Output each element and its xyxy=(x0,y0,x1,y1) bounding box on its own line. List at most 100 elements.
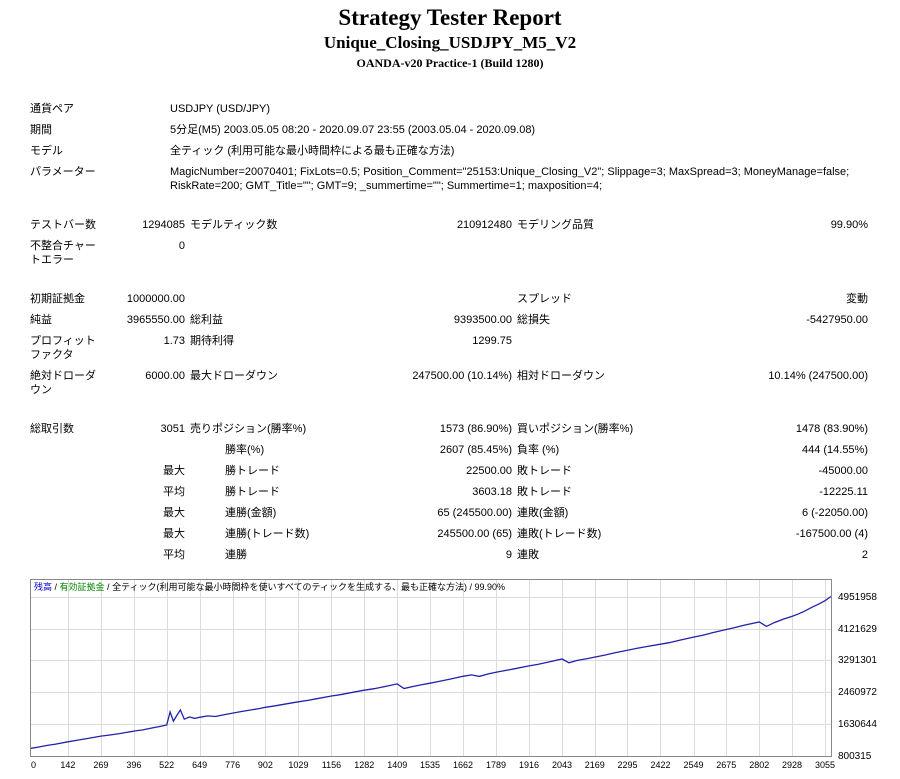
report-section: 総取引数 3051 売りポジション(勝率%) 1573 (86.90%) 買いポジション… xyxy=(30,418,868,565)
report-section: テストバー数 1294085 モデルティック数 210912480 モデリング品質 99.… xyxy=(30,214,868,270)
report-value xyxy=(372,288,512,309)
report-value: 最大 xyxy=(163,507,185,519)
report-value: 平均 xyxy=(163,486,185,498)
report-value: 最大 xyxy=(163,528,185,540)
report-value: 1478 (83.90%) xyxy=(795,423,868,435)
report-value: 10.14% (247500.00) xyxy=(768,370,868,382)
report-label: 勝トレード xyxy=(225,465,280,477)
report-row: プロフィットファクタ 1.73 期待利得 1299.75 xyxy=(30,330,868,365)
report-value xyxy=(372,235,512,270)
report-value: 1294085 xyxy=(142,219,185,231)
report-label: 総取引数 xyxy=(30,423,74,435)
report-section: 初期証拠金 1000000.00 スプレッド 変動 純益 3965550.00 総利益 939… xyxy=(30,288,868,400)
report-value: 444 (14.55%) xyxy=(801,444,868,456)
y-tick-label: 4121629 xyxy=(838,623,877,635)
report-label: 総損失 xyxy=(517,314,550,326)
x-tick-label: 1409 xyxy=(387,760,408,770)
legend-item: 全ティック(利用可能な最小時間枠を使いすべてのティックを生成する、最も正確な方法… xyxy=(112,582,467,592)
x-tick-label: 396 xyxy=(126,760,142,770)
x-tick-label: 902 xyxy=(257,760,273,770)
report-label: 通貨ペア xyxy=(30,103,74,115)
report-table: 通貨ペア USDJPY (USD/JPY) 期間 5分足(M5) 2003.05.05… xyxy=(30,98,868,565)
report-label xyxy=(30,460,106,481)
report-row: 最大 勝トレード 22500.00 敗トレード -45000.00 xyxy=(30,460,868,481)
legend-item: 99.90% xyxy=(474,582,506,592)
report-label: 期待利得 xyxy=(190,335,234,347)
report-label: プロフィットファクタ xyxy=(30,335,96,361)
report-cell xyxy=(185,523,225,544)
legend-separator: / xyxy=(104,582,113,592)
report-value: 2 xyxy=(861,549,868,561)
report-row: 純益 3965550.00 総利益 9393500.00 総損失 -5427950.00 xyxy=(30,309,868,330)
report-label xyxy=(30,523,106,544)
report-value: 0 xyxy=(178,240,185,252)
report-label: 不整合チャートエラー xyxy=(30,240,96,266)
report-label: 期間 xyxy=(30,124,52,136)
x-tick-label: 1029 xyxy=(288,760,309,770)
report-section: 通貨ペア USDJPY (USD/JPY) 期間 5分足(M5) 2003.05.05… xyxy=(30,98,868,196)
report-row: 絶対ドローダウン 6000.00 最大ドローダウン 247500.00 (10.14%… xyxy=(30,365,868,400)
report-value: 2607 (85.45%) xyxy=(439,444,512,456)
report-value: -12225.11 xyxy=(819,486,868,498)
x-tick-label: 1789 xyxy=(485,760,506,770)
report-row: 通貨ペア USDJPY (USD/JPY) xyxy=(30,98,868,119)
x-tick-label: 1535 xyxy=(419,760,440,770)
report-value: 3603.18 xyxy=(472,486,512,498)
report-value: 6000.00 xyxy=(145,370,185,382)
x-tick-label: 1282 xyxy=(354,760,375,770)
legend-item: 残高 xyxy=(34,582,53,592)
report-label: 連敗(トレード数) xyxy=(517,528,602,540)
report-value: 247500.00 (10.14%) xyxy=(412,370,512,382)
equity-curve xyxy=(31,595,831,749)
report-row: 最大 連勝(トレード数) 245500.00 (65) 連敗(トレード数) -16750… xyxy=(30,523,868,544)
report-header: Strategy Tester Report Unique_Closing_US… xyxy=(0,0,900,71)
x-tick-label: 1662 xyxy=(452,760,473,770)
y-tick-label: 800315 xyxy=(838,751,872,762)
report-value xyxy=(660,235,868,270)
report-label: 連勝 xyxy=(225,549,247,561)
x-tick-label: 2675 xyxy=(716,760,737,770)
report-label: 連敗 xyxy=(517,549,539,561)
report-value: 65 (245500.00) xyxy=(437,507,512,519)
x-tick-label: 2043 xyxy=(551,760,572,770)
report-value: 1000000.00 xyxy=(126,293,185,305)
legend-item: 有効証拠金 xyxy=(59,582,105,592)
x-tick-label: 649 xyxy=(192,760,208,770)
report-label: モデリング品質 xyxy=(517,219,594,231)
report-row: 最大 連勝(金額) 65 (245500.00) 連敗(金額) 6 (-22050.00… xyxy=(30,502,868,523)
report-cell xyxy=(185,439,225,460)
y-tick-label: 1630644 xyxy=(838,719,877,731)
report-label: 勝率(%) xyxy=(225,444,265,456)
report-cell: MagicNumber=20070401; FixLots=0.5; Posit… xyxy=(170,166,850,192)
chart-legend: 残高 / 有効証拠金 / 全ティック(利用可能な最小時間枠を使いすべてのティック… xyxy=(34,581,505,593)
report-value: 平均 xyxy=(163,549,185,561)
report-label: 売りポジション(勝率%) xyxy=(190,423,307,435)
report-row: 平均 勝トレード 3603.18 敗トレード -12225.11 xyxy=(30,481,868,502)
report-value: 245500.00 (65) xyxy=(437,528,512,540)
legend-separator: / xyxy=(467,582,475,592)
report-value: 変動 xyxy=(846,293,868,305)
x-tick-label: 3055 xyxy=(815,760,836,770)
chart-frame: 残高 / 有効証拠金 / 全ティック(利用可能な最小時間枠を使いすべてのティック… xyxy=(30,579,898,762)
report-label: テストバー数 xyxy=(30,219,96,231)
report-label xyxy=(185,288,372,309)
legend-separator: / xyxy=(52,582,60,592)
report-cell: 全ティック (利用可能な最小時間枠による最も正確な方法) xyxy=(170,145,455,157)
x-tick-label: 2549 xyxy=(683,760,704,770)
report-value: 210912480 xyxy=(456,219,512,231)
y-axis-labels: 4951958 4121629 3291301 2460972 1630644 80031… xyxy=(838,579,898,762)
report-value xyxy=(106,439,185,460)
report-label: 敗トレード xyxy=(517,465,572,477)
report-label xyxy=(512,330,660,365)
report-row: 期間 5分足(M5) 2003.05.05 08:20 - 2020.09.07 … xyxy=(30,119,868,140)
report-label: 相対ドローダウン xyxy=(517,370,605,382)
x-tick-label: 1916 xyxy=(518,760,539,770)
x-tick-label: 2295 xyxy=(617,760,638,770)
report-label xyxy=(512,235,660,270)
report-cell xyxy=(185,502,225,523)
report-value: 3051 xyxy=(160,423,185,435)
report-title: Strategy Tester Report xyxy=(338,5,562,30)
report-value: 1573 (86.90%) xyxy=(439,423,512,435)
report-label: 最大ドローダウン xyxy=(190,370,278,382)
report-row: 不整合チャートエラー 0 xyxy=(30,235,868,270)
